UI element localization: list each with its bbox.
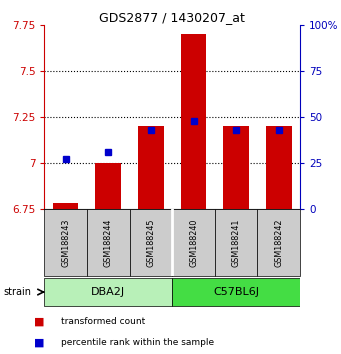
Text: strain: strain: [3, 287, 31, 297]
Text: ■: ■: [34, 317, 45, 327]
Bar: [53, 203, 78, 209]
Bar: [266, 126, 292, 209]
Bar: [130, 209, 172, 276]
Text: ■: ■: [34, 337, 45, 348]
Title: GDS2877 / 1430207_at: GDS2877 / 1430207_at: [99, 11, 245, 24]
Bar: [181, 34, 206, 209]
Text: transformed count: transformed count: [61, 317, 146, 326]
Text: percentile rank within the sample: percentile rank within the sample: [61, 338, 214, 347]
Bar: [95, 163, 121, 209]
Bar: [215, 209, 257, 276]
Bar: [87, 209, 130, 276]
Text: GSM188244: GSM188244: [104, 218, 113, 267]
Text: GSM188241: GSM188241: [232, 218, 241, 267]
Text: C57BL6J: C57BL6J: [213, 287, 259, 297]
Bar: [172, 209, 215, 276]
Bar: [172, 278, 300, 306]
Text: GSM188243: GSM188243: [61, 218, 70, 267]
Text: DBA2J: DBA2J: [91, 287, 125, 297]
Bar: [44, 209, 87, 276]
Text: GSM188245: GSM188245: [146, 218, 155, 267]
Bar: [44, 278, 172, 306]
Bar: [223, 126, 249, 209]
Bar: [138, 126, 164, 209]
Text: GSM188240: GSM188240: [189, 218, 198, 267]
Bar: [257, 209, 300, 276]
Text: GSM188242: GSM188242: [274, 218, 283, 267]
